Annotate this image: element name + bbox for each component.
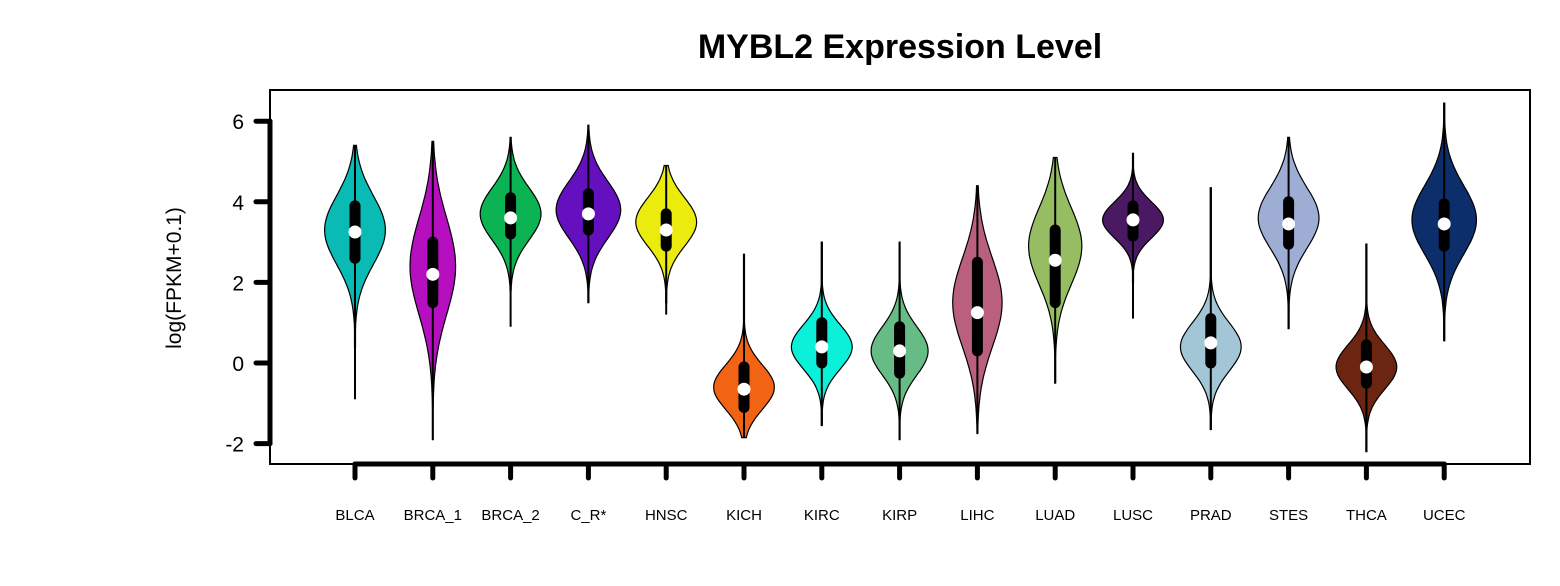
violin-lihc <box>952 185 1003 435</box>
violin-kirc <box>790 241 853 427</box>
x-tick-label: BRCA_2 <box>481 507 539 524</box>
x-tick-label: LUSC <box>1113 507 1153 524</box>
violin-median <box>1359 360 1373 374</box>
violin-median <box>815 340 829 354</box>
violin-prad <box>1179 187 1242 431</box>
x-tick-label: KICH <box>726 507 762 524</box>
y-tick-label: 2 <box>232 272 244 295</box>
y-tick-label: 6 <box>232 111 244 134</box>
x-tick-label: THCA <box>1346 507 1387 524</box>
violin-hnsc <box>635 164 698 315</box>
y-tick-label: 0 <box>232 353 244 376</box>
violin-median <box>348 225 362 239</box>
y-axis: 6 4 2 0 -2 <box>225 111 273 457</box>
violin-median <box>1282 217 1296 231</box>
x-tick-label: BRCA_1 <box>404 507 462 524</box>
x-tick-label: STES <box>1269 507 1308 524</box>
violin-c-r- <box>555 124 622 304</box>
x-tick-label: KIRP <box>882 507 917 524</box>
violin-ucec <box>1411 102 1477 342</box>
violin-lusc <box>1101 152 1165 319</box>
chart-title: MYBL2 Expression Level <box>698 28 1102 66</box>
violin-median <box>737 382 751 396</box>
violin-median <box>1437 217 1451 231</box>
violin-median <box>893 344 907 358</box>
violin-median <box>426 267 440 281</box>
violin-kirp <box>870 241 929 441</box>
violin-kich <box>713 253 775 439</box>
violin-brca-1 <box>409 140 457 441</box>
x-tick-label: LUAD <box>1035 507 1075 524</box>
violin-median <box>1126 213 1140 227</box>
violin-blca <box>323 144 387 400</box>
y-tick-label: 4 <box>232 192 244 215</box>
y-tick-label: -2 <box>225 434 244 457</box>
x-tick-label: BLCA <box>335 507 374 524</box>
y-axis-label: log(FPKM+0.1) <box>163 207 186 349</box>
x-tick-label: HNSC <box>645 507 688 524</box>
x-tick-label: KIRC <box>804 507 840 524</box>
x-tick-label: PRAD <box>1190 507 1232 524</box>
violin-median <box>659 223 673 237</box>
x-tick-label: C_R* <box>570 507 606 524</box>
violin-median <box>1048 253 1062 267</box>
violin-median <box>970 306 984 320</box>
violin-series <box>323 102 1477 453</box>
violin-median <box>1204 336 1218 350</box>
violin-median <box>581 207 595 221</box>
violin-luad <box>1028 156 1083 384</box>
violin-stes <box>1257 136 1320 330</box>
x-tick-label: UCEC <box>1423 507 1466 524</box>
violin-median <box>504 211 518 225</box>
x-tick-label: LIHC <box>960 507 994 524</box>
x-axis: BLCA BRCA_1 BRCA_2 C_R* HNSC KICH KIRC KIRP LIHC… <box>335 461 1466 524</box>
violin-brca-2 <box>479 136 542 327</box>
violin-thca <box>1335 243 1398 453</box>
